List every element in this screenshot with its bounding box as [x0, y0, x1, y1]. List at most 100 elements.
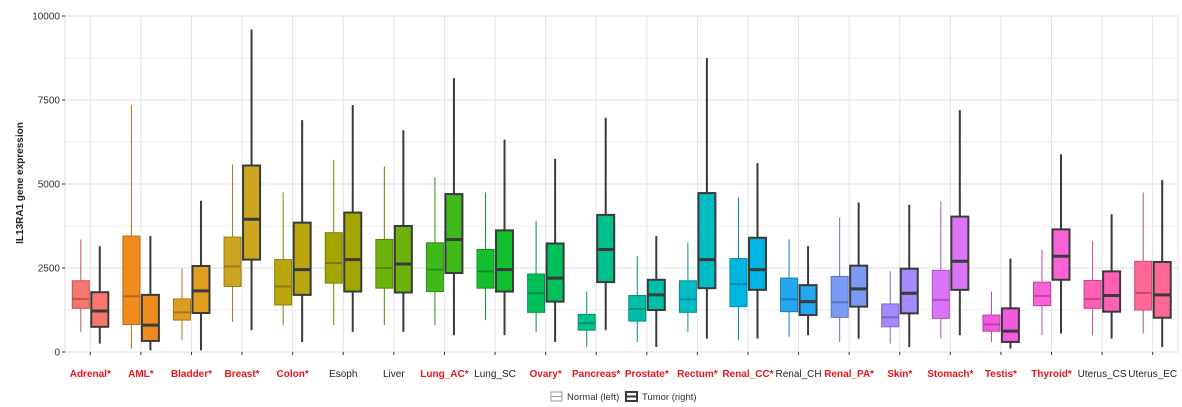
box-tumor-skin	[899, 204, 919, 347]
box-normal-lung-sc-iqr-box	[476, 249, 495, 289]
box-tumor-renal-pa	[849, 202, 869, 339]
box-normal-esoph	[324, 159, 343, 326]
box-normal-ovary	[527, 220, 546, 332]
y-tick-label: 10000	[32, 12, 60, 23]
box-normal-uterus-cs	[1083, 241, 1102, 336]
box-normal-uterus-cs-iqr-box	[1083, 279, 1102, 309]
box-tumor-testis-iqr-box	[1000, 307, 1020, 343]
box-tumor-pancreas	[596, 117, 616, 331]
legend-tumor: Tumor (right)	[625, 391, 697, 403]
box-normal-skin-iqr-box	[881, 303, 900, 328]
category-prostate	[628, 236, 666, 347]
box-tumor-lung-sc-iqr-box	[495, 229, 515, 293]
box-normal-thyroid-iqr-box	[1033, 281, 1052, 307]
box-normal-breast	[223, 164, 242, 322]
box-tumor-renal-ch-iqr-box	[798, 284, 818, 317]
box-normal-prostate	[628, 256, 647, 342]
box-normal-lung-sc	[476, 192, 495, 321]
category-uterus-ec	[1134, 179, 1172, 347]
box-normal-bladder-iqr-box	[172, 298, 191, 321]
box-normal-adrenal-iqr-box	[71, 280, 90, 309]
box-tumor-thyroid	[1051, 154, 1071, 334]
box-normal-bladder	[172, 268, 191, 341]
box-normal-rectum	[678, 242, 697, 332]
x-tick-label-ovary: Ovary*	[529, 369, 561, 380]
y-tick-label: 2500	[38, 264, 61, 275]
category-uterus-cs	[1083, 214, 1122, 339]
x-tick-label-uterus-cs: Uterus_CS	[1078, 369, 1127, 380]
box-normal-renal-pa-iqr-box	[830, 275, 849, 318]
legend-normal-label: Normal (left)	[567, 392, 619, 403]
box-tumor-esoph-iqr-box	[343, 211, 363, 293]
x-tick-label-renal-ch: Renal_CH	[775, 369, 821, 380]
category-rectum	[678, 58, 717, 339]
box-normal-renal-ch	[780, 239, 799, 337]
x-tick-label-renal-pa: Renal_PA*	[824, 369, 874, 380]
box-tumor-colon	[292, 120, 312, 342]
category-renal-ch	[780, 239, 818, 337]
category-renal-pa	[830, 202, 869, 342]
box-tumor-uterus-ec	[1152, 179, 1172, 347]
box-tumor-lung-sc	[495, 139, 515, 336]
category-renal-cc	[729, 163, 767, 341]
box-tumor-rectum	[697, 58, 717, 339]
box-tumor-renal-cc	[747, 163, 767, 339]
box-tumor-bladder	[191, 200, 211, 351]
category-stomach	[931, 110, 970, 339]
box-normal-colon-iqr-box	[274, 259, 293, 306]
category-lung-ac	[425, 78, 464, 336]
x-tick-label-lung-sc: Lung_SC	[474, 369, 516, 380]
box-tumor-esoph	[343, 105, 363, 332]
box-normal-pancreas	[577, 291, 596, 347]
box-normal-thyroid	[1033, 249, 1052, 336]
x-tick-label-renal-cc: Renal_CC*	[722, 369, 773, 380]
box-normal-liver	[375, 166, 394, 326]
box-normal-aml-iqr-box	[122, 235, 141, 325]
x-tick-label-aml: AML*	[128, 369, 154, 380]
box-normal-renal-cc	[729, 197, 748, 341]
x-tick-label-uterus-ec: Uterus_EC	[1128, 369, 1177, 380]
legend: Normal (left) Tumor (right)	[550, 391, 697, 403]
box-tumor-thyroid-iqr-box	[1051, 228, 1071, 281]
box-tumor-liver	[393, 130, 413, 332]
y-tick-label: 0	[54, 348, 60, 359]
category-liver	[375, 130, 413, 332]
x-tick-label-prostate: Prostate*	[625, 369, 669, 380]
x-tick-label-rectum: Rectum*	[677, 369, 718, 380]
box-normal-renal-pa	[830, 217, 849, 342]
box-tumor-uterus-cs-iqr-box	[1102, 270, 1122, 313]
category-aml	[122, 105, 160, 351]
box-normal-esoph-iqr-box	[324, 232, 343, 284]
legend-normal: Normal (left)	[550, 391, 619, 403]
box-tumor-renal-pa-iqr-box	[849, 264, 869, 308]
box-normal-rectum-iqr-box	[678, 280, 697, 313]
y-axis: 0 2500 5000 7500 10000	[32, 12, 65, 359]
category-ovary	[527, 158, 565, 342]
box-normal-testis	[982, 291, 1001, 342]
box-tumor-aml	[140, 236, 160, 351]
category-lung-sc	[476, 139, 515, 336]
category-skin	[881, 204, 919, 347]
category-pancreas	[577, 117, 616, 347]
box-tumor-renal-ch	[798, 246, 818, 336]
x-tick-label-pancreas: Pancreas*	[572, 369, 620, 380]
x-tick-label-lung-ac: Lung_AC*	[420, 369, 468, 380]
box-tumor-lung-ac	[444, 78, 464, 336]
box-tumor-ovary-iqr-box	[545, 242, 565, 303]
box-normal-skin	[881, 271, 900, 344]
box-tumor-adrenal-iqr-box	[90, 291, 110, 328]
category-adrenal	[71, 239, 110, 344]
box-normal-liver-iqr-box	[375, 238, 394, 289]
box-tumor-adrenal	[90, 246, 110, 344]
x-tick-label-colon: Colon*	[277, 369, 309, 380]
x-tick-label-skin: Skin*	[887, 369, 912, 380]
category-testis	[982, 258, 1020, 349]
y-axis-title: IL13RA1 gene expression	[15, 122, 26, 244]
box-tumor-uterus-ec-iqr-box	[1152, 260, 1172, 319]
box-tumor-ovary	[545, 158, 565, 342]
box-tumor-skin-iqr-box	[899, 267, 919, 315]
legend-tumor-label: Tumor (right)	[642, 392, 697, 403]
box-tumor-rectum-iqr-box	[697, 192, 717, 290]
box-tumor-breast	[242, 29, 262, 331]
x-axis: Adrenal* AML* Bladder* Breast* Colon* Esoph Li…	[70, 352, 1177, 380]
